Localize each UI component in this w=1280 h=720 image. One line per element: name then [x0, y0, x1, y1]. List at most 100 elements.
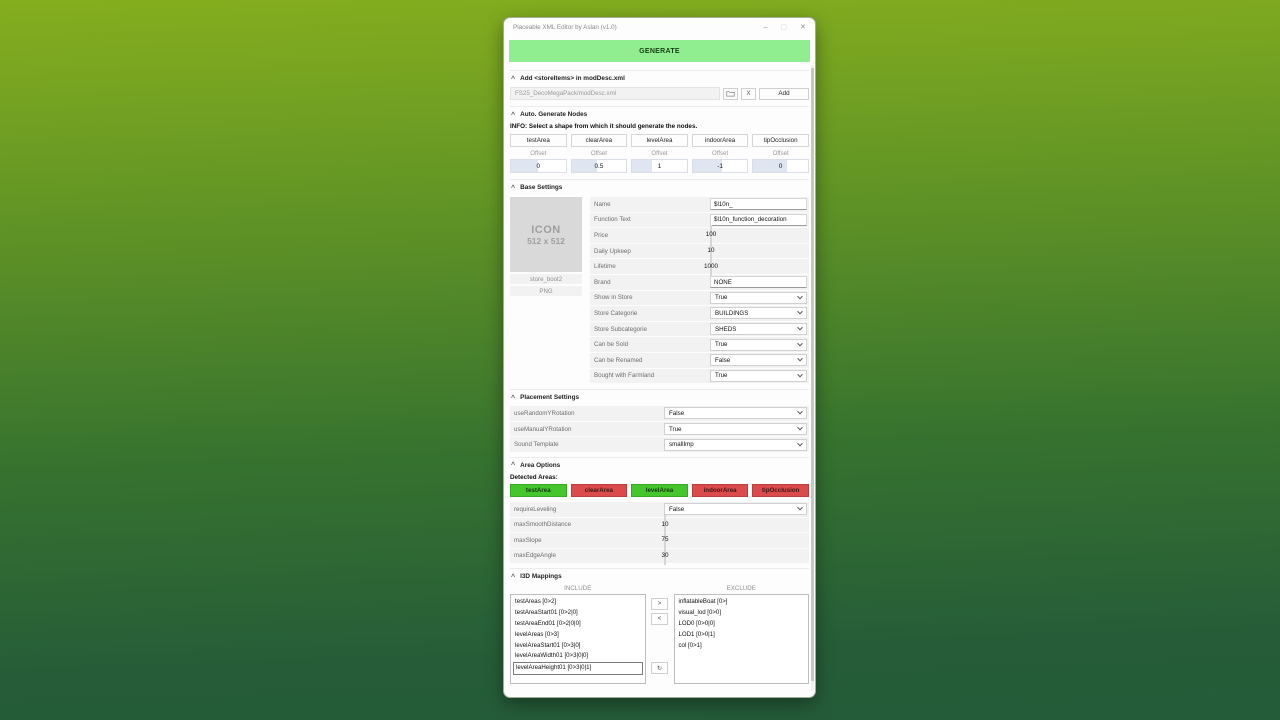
minimize-icon[interactable]: –	[763, 23, 768, 31]
add-button[interactable]: Add	[759, 87, 809, 100]
list-item[interactable]: levelAreaStart01 [0>3|0]	[515, 641, 581, 649]
list-item[interactable]: levelAreaWidth01 [0>3|0|0]	[515, 652, 589, 660]
store-icon-filename: store_boot2	[510, 274, 582, 284]
refresh-icon[interactable]: ↻	[651, 662, 668, 675]
price-input[interactable]: 100	[706, 225, 716, 245]
chevron-down-icon	[797, 324, 803, 331]
collapse-caret-icon: ^	[511, 394, 516, 402]
chip-levelarea[interactable]: levelArea	[631, 483, 688, 497]
offset-input-tipocclusion[interactable]: 0	[752, 159, 809, 173]
detected-areas-row: testArea clearArea levelArea indoorArea …	[510, 483, 809, 497]
shape-button-testarea[interactable]: testArea	[510, 134, 567, 147]
offset-input-levelarea[interactable]: 1	[631, 159, 688, 173]
max-smooth-distance-input[interactable]: 10	[662, 514, 669, 534]
chevron-down-icon	[797, 340, 803, 347]
brand-input[interactable]: NONE	[710, 276, 807, 289]
chevron-down-icon	[797, 309, 803, 315]
lifetime-input[interactable]: 1000	[704, 256, 718, 276]
chevron-down-icon	[797, 424, 803, 431]
section-header-i3dmappings[interactable]: ^ I3D Mappings	[510, 568, 809, 583]
app-window: Placeable XML Editor by Aslan (v1.0) – ▢…	[503, 17, 816, 698]
store-icon-format: PNG	[510, 286, 582, 296]
browse-folder-button[interactable]	[723, 87, 738, 100]
autonodes-info-text: INFO: Select a shape from which it shoul…	[510, 123, 698, 130]
section-header-areaoptions[interactable]: ^ Area Options	[510, 456, 809, 472]
shape-button-cleararea[interactable]: clearArea	[570, 134, 628, 147]
collapse-caret-icon: ^	[511, 75, 516, 83]
section-header-basesettings[interactable]: ^ Base Settings	[510, 179, 809, 194]
bought-with-farmland-dropdown[interactable]: True	[710, 369, 807, 382]
can-be-renamed-dropdown[interactable]: False	[710, 354, 807, 367]
shape-button-levelarea[interactable]: levelArea	[631, 134, 688, 147]
chevron-down-icon	[797, 409, 803, 415]
can-be-sold-dropdown[interactable]: True	[710, 338, 807, 351]
chevron-down-icon	[797, 504, 803, 511]
move-left-button[interactable]: <	[651, 613, 668, 626]
chip-tipocclusion[interactable]: tipOcclusion	[752, 483, 809, 497]
name-input[interactable]: $l10n_	[710, 198, 807, 211]
store-categorie-dropdown[interactable]: BUILDINGS	[710, 307, 807, 320]
scrollbar-thumb[interactable]	[811, 68, 814, 681]
collapse-caret-icon: ^	[511, 462, 516, 470]
store-subcategorie-dropdown[interactable]: SHEDS	[710, 323, 807, 336]
chevron-down-icon	[797, 293, 803, 300]
exclude-listbox[interactable]: inflatableBoat [0>] visual_lod [0>0] LOD…	[673, 594, 809, 685]
section-header-moddesc[interactable]: ^ Add <storeItems> in modDesc.xml	[510, 70, 809, 85]
maximize-icon[interactable]: ▢	[780, 23, 788, 31]
shape-button-tipocclusion[interactable]: tipOcclusion	[752, 134, 809, 147]
collapse-caret-icon: ^	[511, 573, 516, 581]
list-item[interactable]: testAreaEnd01 [0>2|0|0]	[515, 619, 581, 627]
use-manual-y-rotation-dropdown[interactable]: True	[664, 423, 807, 436]
section-header-autonodes[interactable]: ^ Auto. Generate Nodes	[510, 106, 809, 121]
clear-path-button[interactable]: X	[741, 87, 756, 100]
section-header-placement[interactable]: ^ Placement Settings	[510, 389, 809, 404]
list-transfer-controls: > < ↻	[649, 594, 671, 684]
function-text-input[interactable]: $l10n_function_decoration	[710, 213, 807, 226]
show-in-store-dropdown[interactable]: True	[710, 291, 807, 304]
max-edge-angle-input[interactable]: 30	[662, 545, 669, 565]
shape-button-indoorarea[interactable]: indoorArea	[691, 134, 749, 147]
list-item-selected[interactable]: levelAreaHeight01 [0>3|0|1]	[513, 662, 643, 676]
generate-button[interactable]: GENERATE	[509, 40, 810, 62]
move-right-button[interactable]: >	[651, 598, 668, 611]
list-item[interactable]: visual_lod [0>0]	[678, 609, 722, 617]
chip-indoorarea[interactable]: indoorArea	[691, 483, 749, 497]
require-leveling-dropdown[interactable]: False	[664, 503, 807, 516]
list-item[interactable]: inflatableBoat [0>]	[678, 598, 728, 606]
sound-template-dropdown[interactable]: smallImp	[664, 438, 807, 451]
max-slope-input[interactable]: 75	[662, 530, 669, 550]
offset-input-indoorarea[interactable]: -1	[691, 159, 749, 173]
folder-open-icon	[726, 91, 735, 97]
chevron-down-icon	[797, 371, 803, 378]
window-title: Placeable XML Editor by Aslan (v1.0)	[513, 23, 617, 31]
offset-fields-row: 0 0.5 1 -1 0	[510, 159, 809, 173]
scrollbar-track[interactable]	[811, 65, 814, 691]
moddesc-row: FS25_DecoMegaPack/modDesc.xml X Add	[510, 87, 809, 100]
offset-labels-row: Offset Offset Offset Offset Offset	[530, 150, 789, 157]
include-column-label: INCLUDE	[564, 585, 592, 593]
chip-testarea[interactable]: testArea	[510, 483, 567, 497]
chevron-down-icon	[797, 355, 803, 362]
store-icon-column: ICON 512 x 512 store_boot2 PNG	[510, 197, 582, 383]
list-item[interactable]: testAreaStart01 [0>2|0]	[515, 609, 578, 617]
exclude-column-label: EXCLUDE	[726, 585, 756, 593]
list-item[interactable]: LOD1 [0>0|1]	[678, 630, 715, 638]
offset-input-cleararea[interactable]: 0.5	[570, 159, 628, 173]
detected-areas-label: Detected Areas:	[510, 473, 558, 481]
offset-input-testarea[interactable]: 0	[510, 159, 567, 173]
list-item[interactable]: levelAreas [0>3]	[515, 630, 559, 638]
include-listbox[interactable]: testAreas [0>2] testAreaStart01 [0>2|0] …	[510, 594, 646, 685]
moddesc-path-input[interactable]: FS25_DecoMegaPack/modDesc.xml	[510, 87, 720, 100]
store-icon-placeholder[interactable]: ICON 512 x 512	[510, 197, 582, 272]
list-item[interactable]: LOD0 [0>0|0]	[678, 619, 715, 627]
collapse-caret-icon: ^	[511, 111, 516, 119]
main-content: ^ Add <storeItems> in modDesc.xml FS25_D…	[504, 70, 815, 690]
daily-upkeep-input[interactable]: 10	[708, 241, 715, 261]
shape-buttons-row: testArea clearArea levelArea indoorArea …	[510, 134, 809, 147]
close-icon[interactable]: ✕	[800, 23, 806, 31]
use-random-y-rotation-dropdown[interactable]: False	[664, 407, 807, 420]
list-item[interactable]: testAreas [0>2]	[515, 598, 557, 606]
list-item[interactable]: col [0>1]	[678, 641, 702, 649]
chip-cleararea[interactable]: clearArea	[570, 483, 628, 497]
